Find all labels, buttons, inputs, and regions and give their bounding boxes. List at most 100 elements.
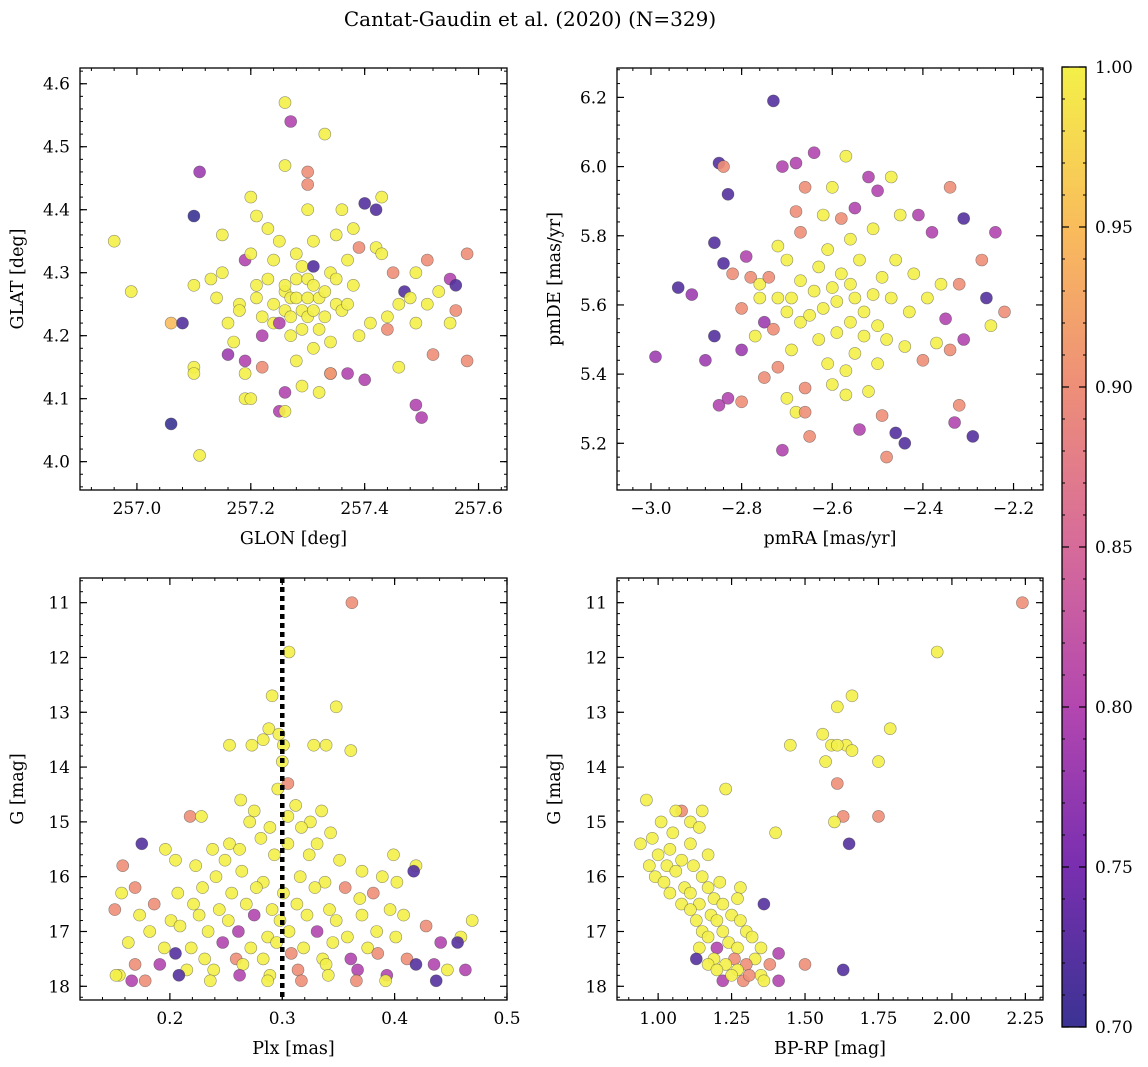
data-point <box>250 209 263 223</box>
data-point <box>213 903 226 916</box>
data-point <box>221 348 235 361</box>
data-point <box>267 297 280 311</box>
data-point <box>839 364 853 378</box>
data-point <box>218 853 232 867</box>
data-point <box>225 886 238 900</box>
x-tick-label: 0.5 <box>493 1009 520 1029</box>
data-point <box>839 388 853 402</box>
data-point <box>272 316 286 330</box>
data-point <box>143 925 156 938</box>
data-point <box>757 897 771 911</box>
data-point <box>278 159 292 172</box>
data-point <box>780 391 794 405</box>
data-point <box>282 645 296 659</box>
y-tick-label: 4.5 <box>43 138 70 158</box>
data-point <box>713 875 727 889</box>
data-point <box>712 398 726 412</box>
y-tick-label: 15 <box>585 813 607 833</box>
data-point <box>780 253 794 267</box>
data-point <box>233 968 246 982</box>
data-point <box>147 897 161 911</box>
data-point <box>830 700 844 714</box>
data-point <box>957 212 971 225</box>
data-point <box>153 958 167 971</box>
data-point <box>866 222 880 236</box>
data-point <box>460 247 474 261</box>
x-tick-label: −2.6 <box>812 499 853 519</box>
data-point <box>389 930 403 944</box>
data-point <box>645 831 659 845</box>
data-point <box>223 837 236 851</box>
data-point <box>934 277 948 291</box>
data-point <box>397 908 410 922</box>
data-point <box>734 881 747 894</box>
data-point <box>692 941 706 955</box>
data-point <box>268 848 281 862</box>
data-point <box>794 315 807 329</box>
data-point <box>771 360 785 374</box>
data-point <box>265 903 279 916</box>
data-point <box>240 897 253 911</box>
data-point <box>293 870 307 884</box>
data-point <box>754 941 768 955</box>
data-point <box>449 278 463 292</box>
data-point <box>845 689 859 703</box>
y-tick-label: 4.2 <box>43 327 70 347</box>
y-tick-label: 12 <box>48 648 70 668</box>
data-point <box>307 304 320 317</box>
data-point <box>884 291 898 305</box>
data-point <box>685 288 699 301</box>
data-point <box>434 936 448 949</box>
data-point <box>403 291 417 305</box>
data-point <box>344 952 358 966</box>
data-point <box>825 181 839 194</box>
data-point <box>158 941 171 955</box>
data-point <box>244 941 258 955</box>
data-point <box>307 234 320 248</box>
data-point <box>281 777 295 790</box>
data-point <box>828 815 841 829</box>
data-point <box>830 738 844 752</box>
y-tick-label: 5.2 <box>580 434 607 454</box>
data-point <box>187 278 201 292</box>
data-point <box>716 925 730 938</box>
data-point <box>244 190 258 204</box>
data-point <box>757 974 771 988</box>
x-tick-label: 0.2 <box>156 1009 183 1029</box>
data-point <box>390 875 404 889</box>
data-point <box>460 354 474 368</box>
data-point <box>321 968 335 982</box>
data-point <box>310 925 324 938</box>
x-tick-label: 1.75 <box>860 1009 898 1029</box>
data-point <box>449 304 463 317</box>
data-point <box>310 837 324 851</box>
data-point <box>771 291 785 305</box>
y-tick-label: 4.1 <box>43 390 70 410</box>
data-point <box>443 316 457 330</box>
data-point <box>164 417 178 431</box>
data-point <box>853 423 866 436</box>
data-point <box>884 170 898 184</box>
data-point <box>235 864 249 878</box>
x-tick-label: 257.6 <box>454 499 503 519</box>
data-point <box>278 386 292 399</box>
data-point <box>307 260 320 273</box>
data-point <box>295 821 308 834</box>
data-point <box>857 329 871 343</box>
data-point <box>721 188 735 201</box>
data-point <box>244 247 258 261</box>
data-point <box>821 357 835 371</box>
data-point <box>429 974 443 988</box>
data-point <box>441 963 454 977</box>
colorbar-tick-label: 1.00 <box>1095 58 1133 78</box>
data-point <box>301 291 315 305</box>
data-point <box>109 968 123 982</box>
data-point <box>341 253 354 267</box>
data-point <box>699 353 712 367</box>
x-axis-label: BP-RP [mag] <box>774 1039 886 1059</box>
data-point <box>176 316 189 330</box>
data-point <box>329 700 343 714</box>
y-tick-label: 4.6 <box>43 75 70 95</box>
data-point <box>159 842 172 856</box>
data-point <box>757 315 771 329</box>
